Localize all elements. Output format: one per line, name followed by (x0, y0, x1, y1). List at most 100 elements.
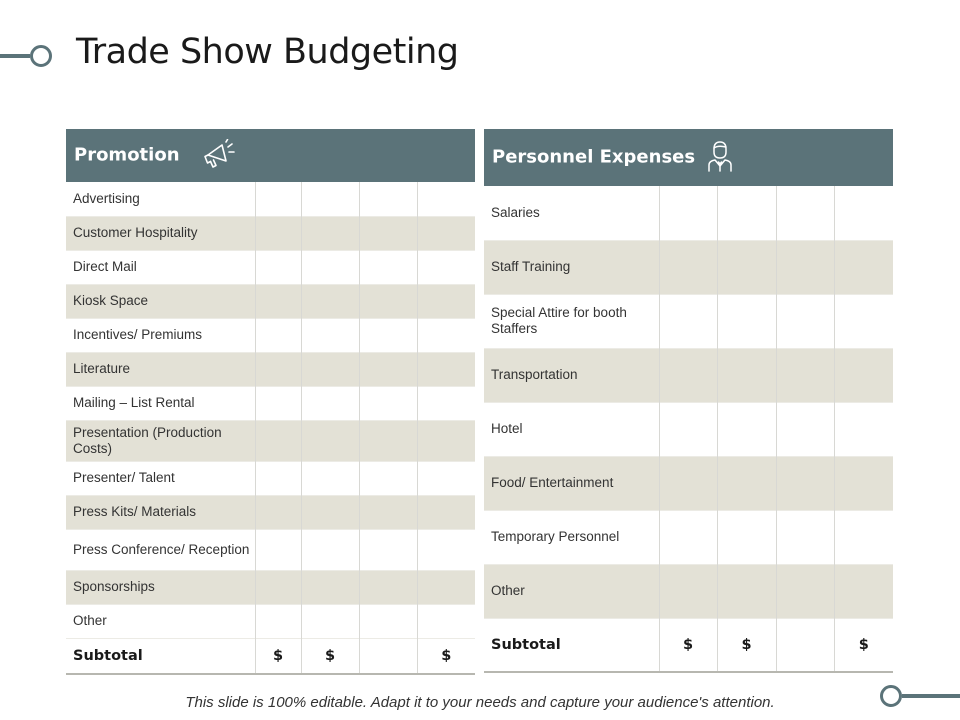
promotion-value-cell[interactable] (417, 250, 476, 284)
promotion-value-cell[interactable] (417, 529, 476, 570)
promotion-value-cell[interactable] (301, 495, 360, 529)
promotion-value-cell[interactable] (255, 216, 302, 250)
promotion-value-cell[interactable] (359, 420, 418, 461)
promotion-value-cell[interactable] (301, 318, 360, 352)
personnel-value-cell[interactable] (659, 402, 718, 456)
promotion-subtotal-cell[interactable] (359, 638, 418, 675)
promotion-row-advertising: Advertising (66, 182, 476, 216)
promotion-value-cell[interactable] (417, 318, 476, 352)
promotion-value-cell[interactable] (301, 284, 360, 318)
promotion-value-cell[interactable] (301, 182, 360, 216)
personnel-subtotal-cell[interactable]: $ (834, 618, 893, 673)
promotion-value-cell[interactable] (301, 352, 360, 386)
promotion-value-cell[interactable] (255, 420, 302, 461)
promotion-value-cell[interactable] (417, 216, 476, 250)
promotion-value-cell[interactable] (359, 352, 418, 386)
personnel-value-cell[interactable] (717, 186, 777, 240)
personnel-row-label: Other (484, 564, 660, 618)
promotion-subtotal-cell[interactable]: $ (255, 638, 302, 675)
promotion-value-cell[interactable] (255, 529, 302, 570)
promotion-value-cell[interactable] (417, 386, 476, 420)
promotion-value-cell[interactable] (255, 604, 302, 638)
personnel-value-cell[interactable] (659, 510, 718, 564)
promotion-value-cell[interactable] (359, 604, 418, 638)
promotion-value-cell[interactable] (301, 216, 360, 250)
personnel-subtotal-cell[interactable]: $ (717, 618, 777, 673)
personnel-value-cell[interactable] (776, 240, 835, 294)
promotion-value-cell[interactable] (301, 250, 360, 284)
promotion-value-cell[interactable] (417, 352, 476, 386)
promotion-value-cell[interactable] (255, 182, 302, 216)
personnel-value-cell[interactable] (776, 402, 835, 456)
promotion-value-cell[interactable] (417, 495, 476, 529)
personnel-value-cell[interactable] (717, 402, 777, 456)
promotion-value-cell[interactable] (255, 386, 302, 420)
personnel-row-salaries: Salaries (484, 186, 893, 240)
personnel-value-cell[interactable] (776, 348, 835, 402)
promotion-value-cell[interactable] (359, 182, 418, 216)
promotion-value-cell[interactable] (359, 570, 418, 604)
personnel-value-cell[interactable] (659, 240, 718, 294)
promotion-subtotal-cell[interactable]: $ (417, 638, 476, 675)
personnel-value-cell[interactable] (659, 564, 718, 618)
promotion-value-cell[interactable] (359, 461, 418, 495)
promotion-value-cell[interactable] (301, 461, 360, 495)
promotion-value-cell[interactable] (255, 318, 302, 352)
promotion-value-cell[interactable] (359, 529, 418, 570)
personnel-value-cell[interactable] (717, 240, 777, 294)
promotion-value-cell[interactable] (417, 284, 476, 318)
personnel-value-cell[interactable] (776, 186, 835, 240)
personnel-value-cell[interactable] (659, 348, 718, 402)
personnel-subtotal-cell[interactable] (776, 618, 835, 673)
promotion-value-cell[interactable] (417, 420, 476, 461)
promotion-value-cell[interactable] (255, 461, 302, 495)
promotion-value-cell[interactable] (359, 284, 418, 318)
promotion-value-cell[interactable] (359, 250, 418, 284)
personnel-value-cell[interactable] (659, 186, 718, 240)
personnel-value-cell[interactable] (834, 564, 893, 618)
promotion-value-cell[interactable] (255, 250, 302, 284)
promotion-value-cell[interactable] (255, 284, 302, 318)
promotion-value-cell[interactable] (359, 386, 418, 420)
personnel-value-cell[interactable] (776, 456, 835, 510)
personnel-value-cell[interactable] (717, 294, 777, 348)
promotion-value-cell[interactable] (301, 604, 360, 638)
personnel-value-cell[interactable] (659, 456, 718, 510)
personnel-value-cell[interactable] (834, 510, 893, 564)
personnel-value-cell[interactable] (717, 564, 777, 618)
promotion-value-cell[interactable] (255, 495, 302, 529)
personnel-value-cell[interactable] (834, 294, 893, 348)
promotion-row-label: Customer Hospitality (66, 216, 256, 250)
promotion-row-label: Kiosk Space (66, 284, 256, 318)
promotion-value-cell[interactable] (417, 604, 476, 638)
promotion-value-cell[interactable] (255, 570, 302, 604)
personnel-value-cell[interactable] (717, 456, 777, 510)
personnel-value-cell[interactable] (717, 348, 777, 402)
personnel-subtotal-cell[interactable]: $ (659, 618, 718, 673)
personnel-value-cell[interactable] (776, 294, 835, 348)
promotion-value-cell[interactable] (301, 529, 360, 570)
promotion-value-cell[interactable] (301, 386, 360, 420)
promotion-subtotal-cell[interactable]: $ (301, 638, 360, 675)
promotion-value-cell[interactable] (359, 495, 418, 529)
promotion-value-cell[interactable] (417, 570, 476, 604)
personnel-value-cell[interactable] (717, 510, 777, 564)
title-accent-line (0, 54, 30, 58)
promotion-value-cell[interactable] (417, 461, 476, 495)
personnel-value-cell[interactable] (834, 456, 893, 510)
personnel-value-cell[interactable] (834, 186, 893, 240)
promotion-value-cell[interactable] (301, 570, 360, 604)
personnel-value-cell[interactable] (776, 564, 835, 618)
promotion-row-label: Press Kits/ Materials (66, 495, 256, 529)
promotion-value-cell[interactable] (255, 352, 302, 386)
personnel-value-cell[interactable] (776, 510, 835, 564)
personnel-value-cell[interactable] (834, 402, 893, 456)
promotion-value-cell[interactable] (417, 182, 476, 216)
personnel-value-cell[interactable] (834, 240, 893, 294)
promotion-value-cell[interactable] (301, 420, 360, 461)
personnel-value-cell[interactable] (834, 348, 893, 402)
personnel-value-cell[interactable] (659, 294, 718, 348)
personnel-row-label: Temporary Personnel (484, 510, 660, 564)
promotion-value-cell[interactable] (359, 216, 418, 250)
promotion-value-cell[interactable] (359, 318, 418, 352)
